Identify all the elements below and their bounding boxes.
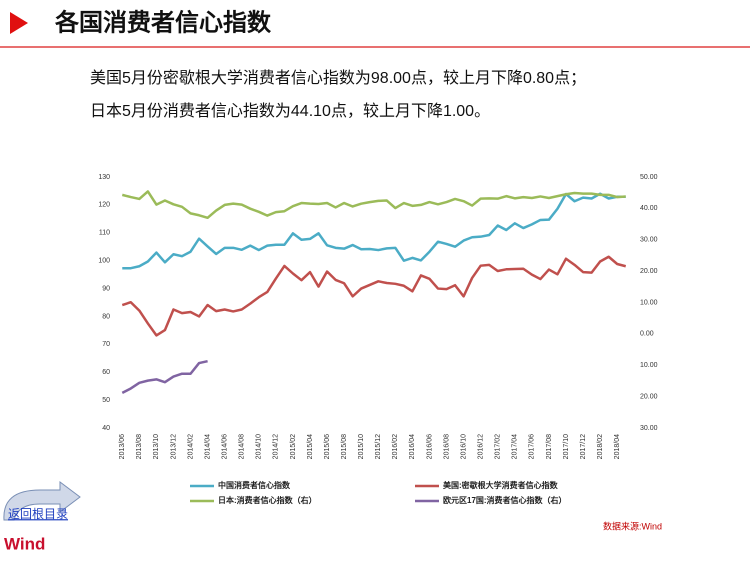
x-tick-label: 2014/12 <box>273 434 280 459</box>
series-line <box>121 190 626 220</box>
series-line <box>121 255 627 337</box>
title-marker <box>10 12 28 34</box>
x-tick-label: 2015/02 <box>290 434 297 459</box>
y-tick-label: 100 <box>98 258 110 265</box>
summary-line: 日本5月份消费者信心指数为44.10点，较上月下降1.00。 <box>90 102 490 120</box>
x-tick-label: 2018/02 <box>597 434 604 459</box>
x-tick-label: 2014/04 <box>204 434 211 459</box>
x-tick-label: 2017/04 <box>512 434 519 459</box>
x-tick-label: 2015/04 <box>307 434 314 459</box>
x-tick-label: 2014/08 <box>239 434 246 459</box>
back-link[interactable]: 返回根目录 <box>8 507 68 521</box>
legend-label: 中国消费者信心指数 <box>218 480 291 490</box>
x-tick-label: 2016/10 <box>460 434 467 459</box>
x-tick-label: 2014/02 <box>187 434 194 459</box>
y-tick-label: 60 <box>102 369 110 376</box>
y2-tick-label: 30.00 <box>640 237 658 244</box>
x-tick-label: 2016/04 <box>409 434 416 459</box>
x-tick-label: 2013/06 <box>119 434 126 459</box>
x-tick-label: 2015/10 <box>358 434 365 459</box>
y2-tick-label: 20.00 <box>640 268 658 275</box>
series-line <box>122 192 626 270</box>
y-tick-label: 90 <box>102 285 110 292</box>
y-tick-label: 70 <box>102 341 110 348</box>
y2-tick-label: 30.00 <box>640 425 658 432</box>
x-tick-label: 2016/12 <box>478 434 485 459</box>
x-tick-label: 2014/06 <box>222 434 229 459</box>
x-tick-label: 2017/02 <box>495 434 502 459</box>
x-tick-label: 2016/06 <box>426 434 433 459</box>
y-tick-label: 110 <box>99 230 110 237</box>
x-tick-label: 2016/02 <box>392 434 399 459</box>
logo: Wind <box>4 534 45 553</box>
x-tick-label: 2017/10 <box>563 434 570 459</box>
legend-label: 美国:密歇根大学消费者信心指数 <box>443 480 559 490</box>
legend-label: 欧元区17国:消费者信心指数（右） <box>443 495 567 505</box>
x-tick-label: 2017/06 <box>529 434 536 459</box>
y2-tick-label: 10.00 <box>640 299 658 306</box>
y-tick-label: 130 <box>98 174 110 181</box>
source-note: 数据来源:Wind <box>603 520 662 531</box>
y-tick-label: 50 <box>102 397 110 404</box>
x-tick-label: 2016/08 <box>443 434 450 459</box>
y-tick-label: 80 <box>102 313 110 320</box>
y2-tick-label: 0.00 <box>640 331 654 338</box>
x-tick-label: 2013/12 <box>170 434 177 459</box>
x-tick-label: 2013/08 <box>136 434 143 459</box>
slide-title: 各国消费者信心指数 <box>54 8 272 36</box>
y2-tick-label: 10.00 <box>640 362 658 369</box>
x-tick-label: 2017/12 <box>580 434 587 459</box>
y-tick-label: 40 <box>102 425 110 432</box>
y2-tick-label: 40.00 <box>640 205 658 212</box>
x-tick-label: 2015/12 <box>375 434 382 459</box>
y2-tick-label: 50.00 <box>640 174 658 181</box>
summary-line: 美国5月份密歇根大学消费者信心指数为98.00点，较上月下降0.80点； <box>90 69 586 87</box>
x-tick-label: 2013/10 <box>153 434 160 459</box>
series-line <box>121 359 208 394</box>
y2-tick-label: 20.00 <box>640 393 658 400</box>
x-tick-label: 2015/06 <box>324 434 331 459</box>
x-tick-label: 2014/10 <box>256 434 263 459</box>
x-tick-label: 2015/08 <box>341 434 348 459</box>
back-arrow[interactable] <box>3 481 81 521</box>
y-tick-label: 120 <box>98 202 110 209</box>
x-tick-label: 2018/04 <box>614 434 621 459</box>
x-tick-label: 2017/08 <box>546 434 553 459</box>
legend-label: 日本:消费者信心指数（右） <box>218 495 317 505</box>
